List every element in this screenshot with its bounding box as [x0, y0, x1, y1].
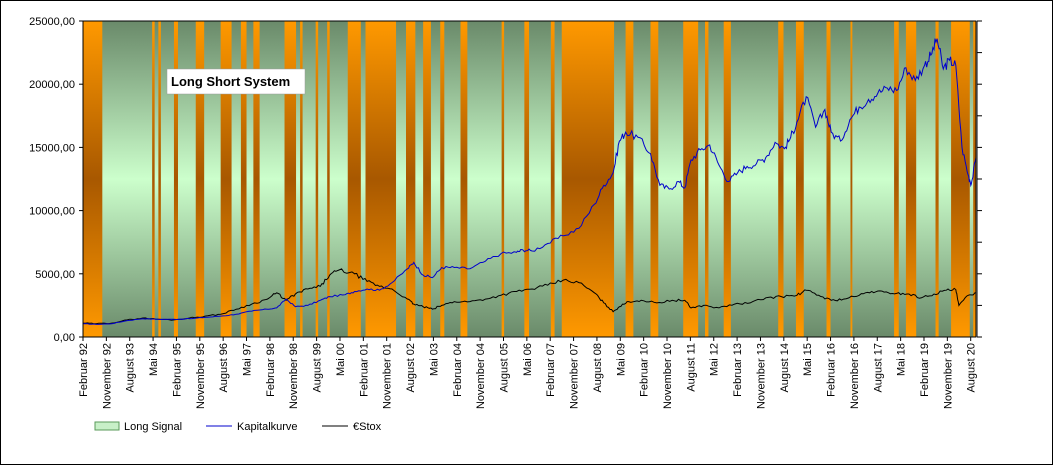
short-signal-band [625, 21, 634, 337]
y-tick-label: 25000,00 [29, 16, 75, 28]
short-signal-band [220, 21, 232, 337]
short-signal-band [406, 21, 416, 337]
short-signal-band [365, 21, 397, 337]
x-tick-label: August 02 [405, 343, 417, 393]
x-tick-label: Februar 16 [826, 343, 838, 397]
plot-area-border [82, 20, 977, 338]
short-signal-band [327, 21, 330, 337]
x-tick-label: Februar 07 [545, 343, 557, 397]
legend-label-kapitalkurve: Kapitalkurve [237, 421, 298, 433]
legend-item-kapitalkurve: Kapitalkurve [206, 421, 298, 433]
short-signal-band [778, 21, 784, 337]
series-stox-line [82, 268, 977, 325]
x-tick-label: November 01 [382, 343, 394, 409]
x-tick-label: August 20 [966, 343, 978, 393]
x-tick-label: Februar 10 [639, 343, 651, 397]
x-tick-label: Mai 00 [335, 343, 347, 376]
x-tick-label: Februar 01 [358, 343, 370, 397]
short-signal-band [826, 21, 831, 337]
x-axis: Februar 92 November 92 August 93 Mai 94 Febr… [78, 337, 978, 409]
short-signal-band [705, 21, 709, 337]
x-tick-label: August 99 [312, 343, 324, 393]
short-signal-band [253, 21, 260, 337]
x-tick-label: November 07 [569, 343, 581, 409]
x-tick-label: August 05 [498, 343, 510, 393]
y-tick-label: 10000,00 [29, 206, 75, 218]
short-signal-band [973, 21, 976, 337]
short-signal-band [561, 21, 615, 337]
x-tick-label: August 08 [592, 343, 604, 393]
x-tick-label: Mai 15 [802, 343, 814, 376]
x-tick-label: Februar 04 [452, 343, 464, 397]
x-tick-label: November 10 [662, 343, 674, 409]
legend-swatch-long-signal [94, 421, 120, 431]
y-tick-label: 5000,00 [35, 269, 75, 281]
chart-title-box: Long Short System [166, 68, 306, 95]
y-axis: 0,00 5000,00 10000,00 15000,00 20000,00 25000… [29, 16, 83, 344]
x-tick-label: November 13 [755, 343, 767, 409]
x-tick-label: August 14 [779, 343, 791, 393]
short-signal-band [158, 21, 161, 337]
x-tick-label: Mai 97 [242, 343, 254, 376]
x-tick-label: Februar 19 [919, 343, 931, 397]
short-signal-band [152, 21, 155, 337]
short-signal-band [284, 21, 297, 337]
x-tick-label: Mai 18 [896, 343, 908, 376]
x-tick-label: August 11 [685, 343, 697, 392]
short-signal-band [300, 21, 303, 337]
x-tick-label: November 04 [475, 343, 487, 409]
short-signal-band [83, 21, 103, 337]
short-signal-band [795, 21, 804, 337]
short-signal-band [850, 21, 853, 337]
short-signal-band [683, 21, 699, 337]
x-tick-label: August 96 [218, 343, 230, 393]
short-signal-band [240, 21, 247, 337]
short-signal-band [550, 21, 555, 337]
legend-item-stox: €Stox [322, 421, 382, 433]
x-tick-label: November 16 [849, 343, 861, 409]
short-signal-band [195, 21, 205, 337]
short-signal-band [423, 21, 431, 337]
x-tick-label: November 98 [288, 343, 300, 409]
short-signal-band [894, 21, 899, 337]
x-tick-label: Mai 09 [615, 343, 627, 376]
short-signal-band [440, 21, 445, 337]
short-signal-band [524, 21, 530, 337]
short-signal-band [935, 21, 939, 337]
x-tick-label: November 19 [942, 343, 954, 409]
short-signal-band [905, 21, 917, 337]
right-axis-ticks [977, 20, 982, 338]
y-tick-label: 0,00 [54, 332, 75, 344]
x-tick-label: Mai 12 [709, 343, 721, 376]
legend-item-long-signal: Long Signal [94, 421, 182, 433]
chart-title: Long Short System [171, 74, 290, 89]
x-tick-label: Mai 06 [522, 343, 534, 376]
x-tick-label: Februar 92 [78, 343, 90, 397]
short-signal-band [173, 21, 178, 337]
x-tick-label: November 92 [101, 343, 113, 409]
legend: Long Signal Kapitalkurve €Stox [94, 421, 382, 433]
x-tick-label: August 17 [872, 343, 884, 393]
y-tick-label: 15000,00 [29, 142, 75, 154]
x-tick-label: August 93 [125, 343, 137, 393]
short-signal-band [501, 21, 505, 337]
series-kapitalkurve-line [82, 38, 977, 325]
x-tick-label: Februar 13 [732, 343, 744, 397]
y-tick-label: 20000,00 [29, 79, 75, 91]
x-tick-label: Februar 95 [171, 343, 183, 397]
short-signal-band [723, 21, 731, 337]
x-tick-label: Februar 98 [265, 343, 277, 397]
short-signal-band [460, 21, 468, 337]
short-signal-band [315, 21, 319, 337]
x-tick-label: Mai 94 [148, 343, 160, 376]
short-signal-band [650, 21, 659, 337]
short-signal-band [347, 21, 361, 337]
short-signal-band [951, 21, 970, 337]
x-tick-label: Mai 03 [428, 343, 440, 376]
legend-label-stox: €Stox [353, 421, 382, 433]
x-tick-label: November 95 [195, 343, 207, 409]
legend-label-long-signal: Long Signal [124, 421, 182, 433]
